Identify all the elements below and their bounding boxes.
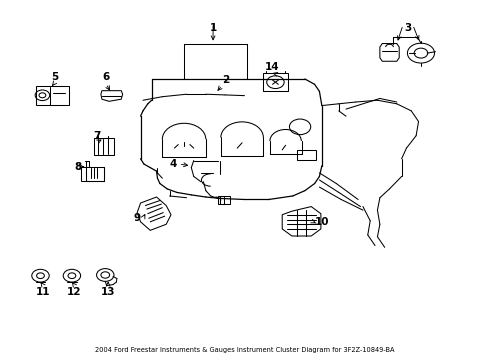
Text: 1: 1: [209, 23, 216, 33]
Text: 4: 4: [169, 159, 176, 169]
Text: 10: 10: [314, 217, 328, 227]
Text: 3: 3: [404, 23, 411, 33]
Bar: [94, 138, 114, 155]
Text: 13: 13: [101, 287, 115, 297]
Bar: [263, 73, 287, 91]
Text: 6: 6: [102, 72, 109, 82]
Bar: [218, 196, 229, 204]
Text: 9: 9: [133, 213, 141, 223]
Text: 2004 Ford Freestar Instruments & Gauges Instrument Cluster Diagram for 3F2Z-1084: 2004 Ford Freestar Instruments & Gauges …: [95, 347, 393, 353]
Text: 8: 8: [74, 162, 81, 171]
Text: 11: 11: [36, 287, 50, 297]
Bar: [81, 167, 104, 181]
Text: 5: 5: [51, 72, 58, 81]
Bar: [296, 150, 315, 160]
Text: 7: 7: [93, 131, 101, 141]
Text: 2: 2: [222, 75, 229, 85]
Text: 14: 14: [264, 62, 279, 72]
Text: 12: 12: [67, 287, 81, 297]
Bar: [36, 86, 68, 104]
